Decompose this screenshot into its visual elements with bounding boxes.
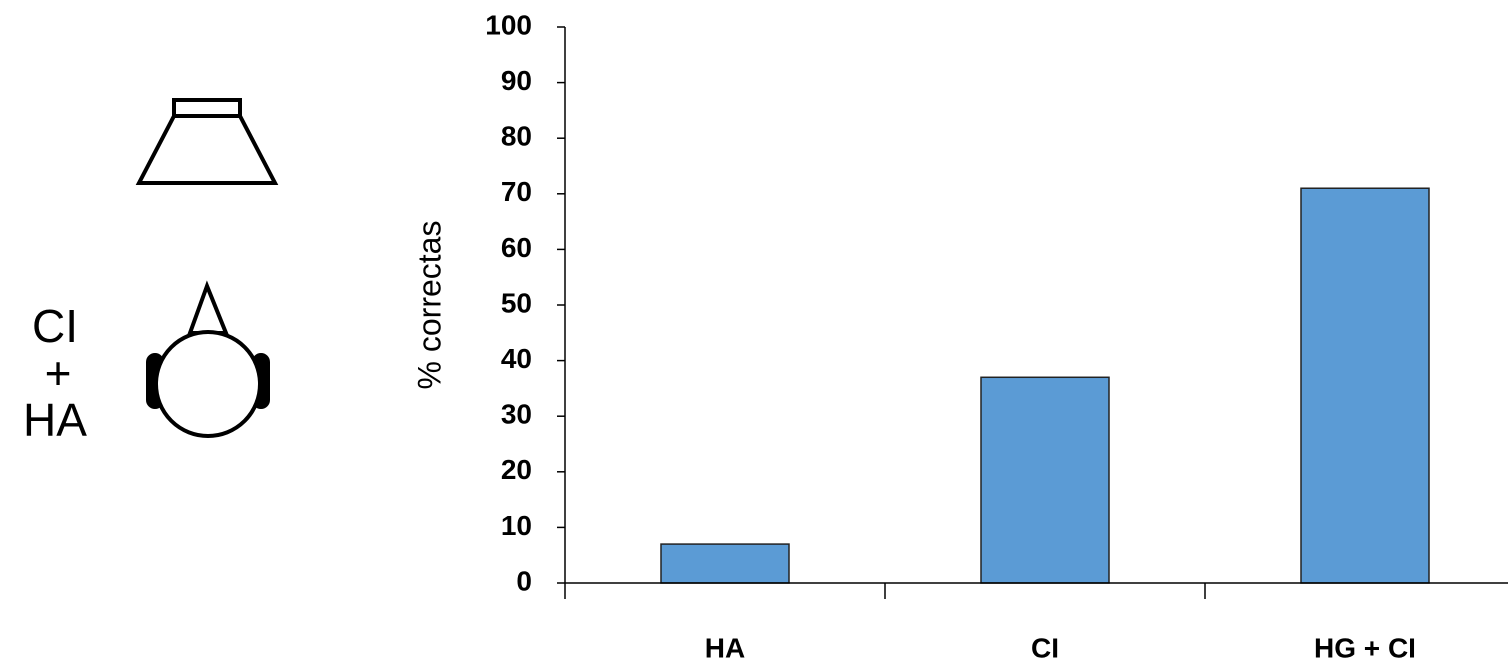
y-tick-label: 0 bbox=[516, 565, 532, 596]
y-tick-label: 60 bbox=[501, 232, 532, 263]
chart: CI + HA % correctas 0 10 20 30 40 50 60 70 80 90 1… bbox=[0, 0, 1508, 667]
side-label: HA bbox=[23, 394, 87, 446]
y-tick-label: 90 bbox=[501, 65, 532, 96]
y-tick-label: 10 bbox=[501, 510, 532, 541]
bar bbox=[1301, 188, 1429, 583]
y-tick-label: 80 bbox=[501, 121, 532, 152]
y-tick-label: 20 bbox=[501, 454, 532, 485]
x-tick-label: HG + CI bbox=[1314, 632, 1416, 663]
y-axis-label: % correctas bbox=[411, 221, 447, 390]
side-label: + bbox=[45, 347, 72, 399]
y-tick-label: 70 bbox=[501, 176, 532, 207]
head-icon bbox=[148, 286, 268, 436]
y-tick-label: 40 bbox=[501, 343, 532, 374]
bar bbox=[981, 377, 1109, 583]
speaker-icon bbox=[139, 100, 275, 183]
side-label: CI bbox=[32, 300, 78, 352]
x-tick-label: CI bbox=[1031, 632, 1059, 663]
y-tick-label: 30 bbox=[501, 399, 532, 430]
page: {"chart_data": {"type": "bar", "y_label"… bbox=[0, 0, 1508, 667]
y-tick-label: 100 bbox=[485, 9, 532, 40]
y-tick-label: 50 bbox=[501, 287, 532, 318]
bar bbox=[661, 544, 789, 583]
x-tick-label: HA bbox=[705, 632, 745, 663]
